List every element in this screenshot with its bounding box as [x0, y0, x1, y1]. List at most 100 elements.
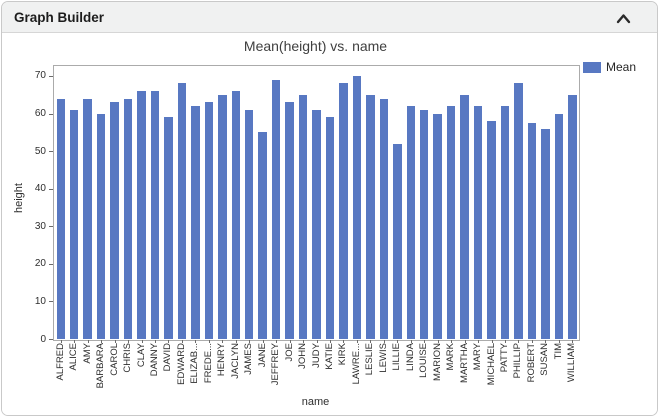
x-tick [87, 340, 89, 343]
bar[interactable] [406, 106, 415, 339]
bar[interactable] [298, 94, 308, 339]
x-category-label: KIRK [337, 343, 349, 366]
x-category-label: LINDA [404, 343, 416, 371]
x-tick [262, 340, 264, 343]
bar[interactable] [177, 83, 187, 339]
y-tick-label: 60 [34, 108, 46, 119]
bar[interactable] [83, 98, 92, 339]
x-category-label: KATIE [324, 343, 335, 370]
x-tick [330, 340, 331, 343]
legend[interactable]: Mean [583, 60, 636, 74]
x-category-label: CAROL [108, 343, 120, 376]
x-tick [60, 340, 62, 343]
bar[interactable] [191, 106, 200, 339]
bar[interactable] [244, 109, 254, 339]
bar[interactable] [419, 109, 429, 339]
y-tick [49, 263, 53, 265]
bar[interactable] [473, 106, 483, 339]
panel-header[interactable]: Graph Builder [2, 2, 657, 33]
x-category-label: DANNY [149, 343, 160, 377]
x-tick [181, 340, 183, 343]
bar[interactable] [123, 98, 133, 339]
y-tick-label: 10 [34, 295, 46, 307]
bar[interactable] [164, 117, 173, 339]
x-category-label: AMY [81, 343, 93, 364]
x-tick [74, 340, 76, 343]
x-tick [168, 340, 170, 343]
x-category-label: MARY [472, 343, 483, 371]
x-category-label: LEWIS [377, 343, 389, 373]
x-category-label: EDWARD [175, 343, 187, 385]
legend-swatch [583, 61, 601, 73]
bar[interactable] [541, 128, 550, 339]
bar[interactable] [352, 75, 362, 339]
x-category-label: ELIZAB... [189, 343, 201, 384]
collapse-button[interactable] [611, 7, 635, 29]
bar[interactable] [96, 113, 106, 339]
x-tick [356, 340, 358, 343]
x-tick [383, 340, 385, 343]
x-category-label: TIM [552, 343, 564, 360]
x-category-label: MICHAEL [485, 343, 497, 386]
bar[interactable] [56, 98, 65, 339]
bar[interactable] [339, 83, 348, 339]
bar[interactable] [69, 109, 79, 339]
bar-chart: Mean(height) vs. name Mean height name A… [2, 33, 657, 415]
bar[interactable] [218, 94, 227, 339]
y-tick [49, 339, 53, 340]
bar[interactable] [514, 83, 523, 339]
x-category-label: MARION [431, 343, 443, 381]
x-category-label: JACLYN [229, 343, 241, 379]
bar[interactable] [285, 102, 294, 339]
x-category-label: WILLIAM [566, 343, 578, 383]
bar[interactable] [487, 121, 496, 339]
x-tick [437, 340, 439, 343]
x-category-label: MARK [445, 343, 457, 371]
bar[interactable] [500, 106, 510, 339]
x-tick [505, 340, 506, 343]
x-category-label: JAMES [243, 343, 255, 375]
x-category-label: ALICE [68, 343, 80, 371]
x-axis-title: name [301, 396, 330, 408]
bar[interactable] [379, 98, 389, 339]
bar[interactable] [393, 143, 402, 339]
x-tick [491, 340, 493, 343]
x-tick [545, 340, 547, 343]
bar[interactable] [366, 94, 375, 339]
bar[interactable] [446, 106, 456, 339]
y-tick-label: 20 [34, 258, 46, 270]
x-category-label: JOHN [297, 343, 308, 369]
x-category-label: BARBARA [95, 343, 107, 389]
bar[interactable] [137, 90, 146, 339]
bar[interactable] [231, 90, 240, 339]
bar[interactable] [204, 102, 214, 339]
bar[interactable] [554, 113, 564, 339]
chevron-up-icon [616, 13, 630, 23]
legend-label: Mean [606, 60, 637, 74]
x-category-label: FREDE... [202, 343, 214, 384]
bar[interactable] [312, 109, 321, 339]
y-tick [49, 151, 53, 153]
bar[interactable] [325, 117, 335, 339]
x-tick [410, 340, 412, 343]
y-tick [49, 301, 53, 303]
x-category-label: SUSAN [539, 343, 551, 376]
bar[interactable] [527, 122, 537, 339]
bar[interactable] [568, 94, 577, 339]
x-category-label: JOE [283, 343, 295, 362]
bar[interactable] [433, 113, 442, 339]
x-tick [397, 340, 399, 343]
x-tick [101, 340, 103, 343]
bar[interactable] [258, 132, 267, 339]
bar[interactable] [110, 102, 119, 339]
y-tick [49, 188, 53, 190]
x-tick [518, 340, 520, 343]
x-tick [451, 340, 453, 343]
x-category-label: PATTY [499, 343, 510, 373]
y-tick-label: 30 [34, 220, 46, 232]
bar[interactable] [150, 90, 160, 339]
bar[interactable] [460, 94, 469, 339]
x-tick [128, 340, 129, 343]
bar[interactable] [271, 79, 281, 339]
x-tick [572, 340, 574, 343]
